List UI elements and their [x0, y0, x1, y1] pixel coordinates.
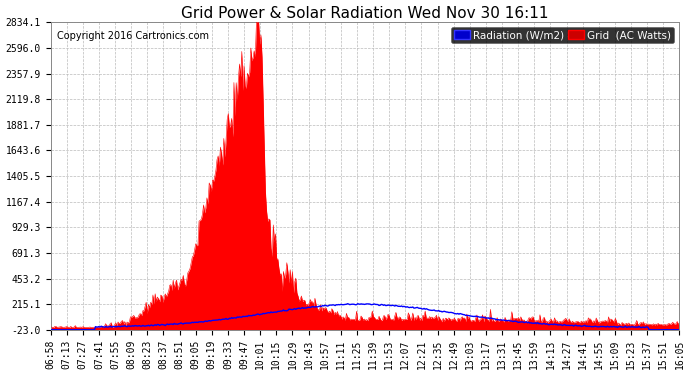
Title: Grid Power & Solar Radiation Wed Nov 30 16:11: Grid Power & Solar Radiation Wed Nov 30 … — [181, 6, 549, 21]
Text: Copyright 2016 Cartronics.com: Copyright 2016 Cartronics.com — [57, 31, 209, 41]
Legend: Radiation (W/m2), Grid  (AC Watts): Radiation (W/m2), Grid (AC Watts) — [451, 27, 674, 43]
